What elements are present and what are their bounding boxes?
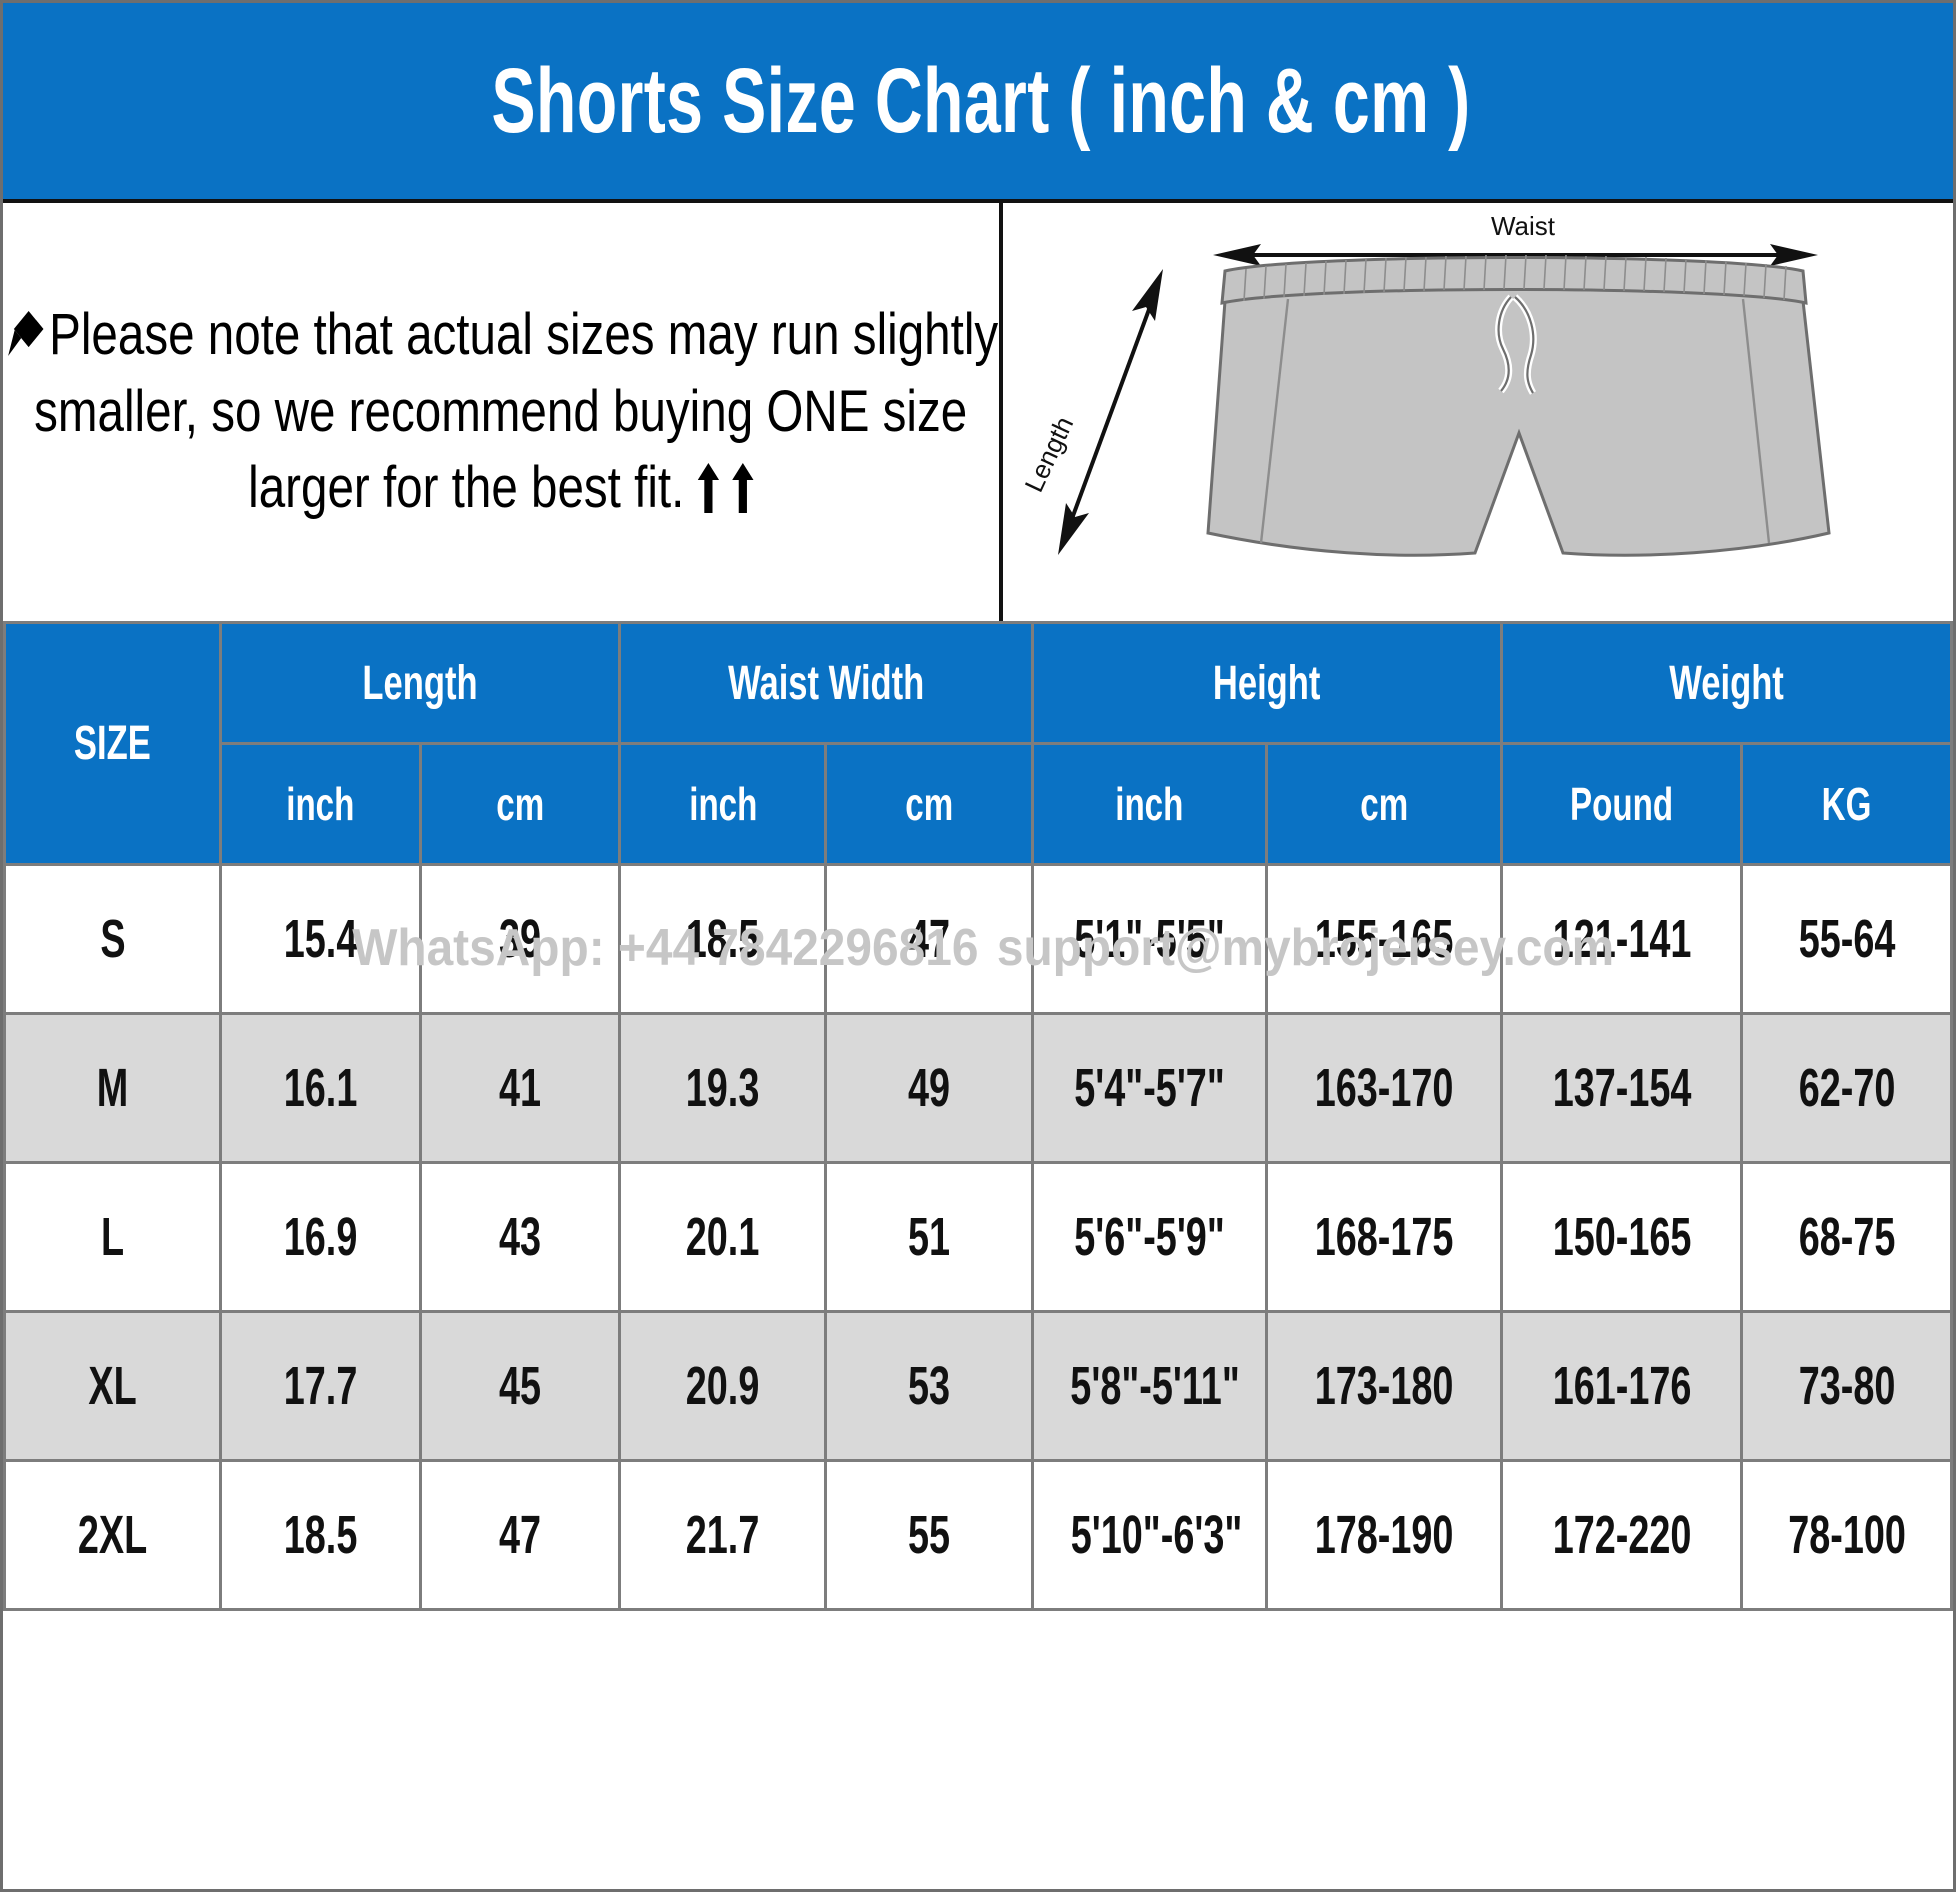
col-header-waist-cm: cm: [824, 742, 1034, 866]
shorts-body: [1206, 286, 1831, 557]
cell-length-inch: 18.5: [219, 1459, 422, 1611]
col-header-size: SIZE: [3, 621, 223, 866]
cell-waist-cm: 53: [824, 1310, 1034, 1462]
col-group-waist-width: Waist Width: [618, 621, 1034, 745]
note-line-1-wrapper: Please note that actual sizes may run sl…: [4, 297, 999, 374]
chart-title-banner: Shorts Size Chart ( inch & cm ): [3, 3, 1953, 203]
cell-size: S: [3, 863, 223, 1015]
table-row: 2XL 18.5 47 21.7 55 5'10"-6'3" 178-190 1…: [3, 1459, 1953, 1611]
cell-length-inch: 15.4: [219, 863, 422, 1015]
cell-length-inch: 16.1: [219, 1012, 422, 1164]
cell-length-cm: 39: [418, 863, 622, 1015]
cell-weight-pound: 137-154: [1500, 1012, 1744, 1164]
cell-weight-kg: 68-75: [1740, 1161, 1953, 1313]
waist-label: Waist: [1491, 211, 1556, 241]
sizing-note-text: Please note that actual sizes may run sl…: [4, 297, 999, 527]
cell-size: L: [3, 1161, 223, 1313]
col-header-height-cm: cm: [1265, 742, 1504, 866]
col-header-height-inch: inch: [1030, 742, 1269, 866]
note-line-1: Please note that actual sizes may run sl…: [49, 302, 999, 368]
col-header-weight-pound: Pound: [1500, 742, 1744, 866]
cell-waist-inch: 20.1: [618, 1161, 828, 1313]
cell-weight-pound: 172-220: [1500, 1459, 1744, 1611]
length-label: Length: [1018, 412, 1079, 497]
col-group-length: Length: [219, 621, 622, 745]
cell-waist-inch: 20.9: [618, 1310, 828, 1462]
cell-height-cm: 163-170: [1265, 1012, 1504, 1164]
cell-weight-pound: 150-165: [1500, 1161, 1744, 1313]
drawstring-icon: [1495, 294, 1537, 395]
size-chart-table: SIZE Length Waist Width Height Weight in…: [3, 621, 1953, 1611]
table-row: S 15.4 39 18.5 47 5'1"-5'5" 155-165 121-…: [3, 863, 1953, 1015]
cell-height-inch: 5'1"-5'5": [1030, 863, 1269, 1015]
cell-size: M: [3, 1012, 223, 1164]
table-row: M 16.1 41 19.3 49 5'4"-5'7" 163-170 137-…: [3, 1012, 1953, 1164]
note-line-3-wrapper: larger for the best fit.: [4, 450, 999, 527]
cell-height-cm: 178-190: [1265, 1459, 1504, 1611]
col-group-weight: Weight: [1500, 621, 1953, 745]
note-line-2: smaller, so we recommend buying ONE size: [34, 378, 968, 444]
arrow-up-icon: [697, 463, 720, 514]
cell-height-inch: 5'10"-6'3": [1030, 1459, 1269, 1611]
table-row: XL 17.7 45 20.9 53 5'8"-5'11" 173-180 16…: [3, 1310, 1953, 1462]
cell-waist-inch: 18.5: [618, 863, 828, 1015]
cell-weight-pound: 161-176: [1500, 1310, 1744, 1462]
shorts-seams: [1259, 298, 1771, 544]
arrow-up-icon: [732, 463, 754, 514]
pushpin-icon: [4, 306, 48, 360]
cell-weight-pound: 121-141: [1500, 863, 1744, 1015]
col-group-height: Height: [1030, 621, 1504, 745]
cell-length-cm: 47: [418, 1459, 622, 1611]
cell-height-cm: 168-175: [1265, 1161, 1504, 1313]
shorts-waistband: [1220, 254, 1808, 305]
cell-waist-cm: 47: [824, 863, 1034, 1015]
waist-arrow-icon: [1213, 244, 1818, 266]
page-title: Shorts Size Chart ( inch & cm ): [491, 50, 1471, 152]
cell-weight-kg: 62-70: [1740, 1012, 1953, 1164]
cell-size: XL: [3, 1310, 223, 1462]
cell-waist-cm: 49: [824, 1012, 1034, 1164]
note-line-3: larger for the best fit.: [248, 455, 685, 521]
cell-length-inch: 17.7: [219, 1310, 422, 1462]
cell-length-cm: 43: [418, 1161, 622, 1313]
table-row: L 16.9 43 20.1 51 5'6"-5'9" 168-175 150-…: [3, 1161, 1953, 1313]
cell-weight-kg: 73-80: [1740, 1310, 1953, 1462]
cell-size: 2XL: [3, 1459, 223, 1611]
cell-waist-cm: 51: [824, 1161, 1034, 1313]
cell-height-inch: 5'6"-5'9": [1030, 1161, 1269, 1313]
cell-waist-inch: 21.7: [618, 1459, 828, 1611]
table-header-group-row: SIZE Length Waist Width Height Weight: [3, 621, 1953, 866]
shorts-measurement-diagram: Waist Length: [1003, 203, 1953, 621]
cell-height-cm: 155-165: [1265, 863, 1504, 1015]
cell-height-inch: 5'4"-5'7": [1030, 1012, 1269, 1164]
cell-height-cm: 173-180: [1265, 1310, 1504, 1462]
cell-weight-kg: 78-100: [1740, 1459, 1953, 1611]
cell-waist-cm: 55: [824, 1459, 1034, 1611]
col-header-waist-inch: inch: [618, 742, 828, 866]
note-and-diagram-band: Please note that actual sizes may run sl…: [3, 203, 1953, 621]
col-header-length-cm: cm: [418, 742, 622, 866]
shorts-illustration-svg: Waist Length: [1018, 211, 1831, 557]
col-header-weight-kg: KG: [1740, 742, 1953, 866]
cell-length-cm: 41: [418, 1012, 622, 1164]
table-header-sub-row: inch cm inch cm inch cm Pound KG: [5, 742, 1953, 866]
length-arrow-icon: [1058, 269, 1163, 555]
cell-waist-inch: 19.3: [618, 1012, 828, 1164]
cell-height-inch: 5'8"-5'11": [1030, 1310, 1269, 1462]
col-header-length-inch: inch: [219, 742, 422, 866]
cell-weight-kg: 55-64: [1740, 863, 1953, 1015]
cell-length-cm: 45: [418, 1310, 622, 1462]
cell-length-inch: 16.9: [219, 1161, 422, 1313]
sizing-note: Please note that actual sizes may run sl…: [3, 203, 1003, 621]
